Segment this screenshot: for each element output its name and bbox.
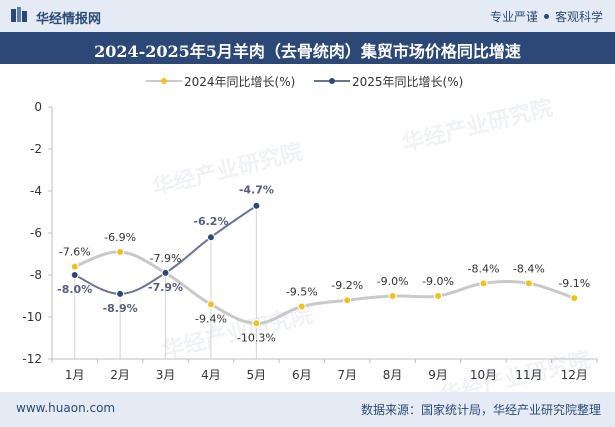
footer-source: 数据来源：国家统计局，华经产业研究院整理 xyxy=(360,403,601,417)
series-line-2024 xyxy=(74,250,575,325)
point-2025 xyxy=(252,201,261,210)
point-2025 xyxy=(206,233,215,242)
legend-swatch-2025 xyxy=(314,78,350,84)
chart-title: 2024-2025年5月羊肉（去骨统肉）集贸市场价格同比增速 xyxy=(94,42,521,61)
x-tick-label: 6月 xyxy=(292,368,312,382)
data-label-2024: -9.5% xyxy=(286,286,318,299)
data-label-2024: -9.1% xyxy=(558,277,590,290)
data-label-2024: -9.4% xyxy=(195,312,227,325)
top-bar: 华经情报网 专业严谨 客观科学 xyxy=(0,0,615,32)
data-label-2024: -7.6% xyxy=(59,246,91,259)
point-2024 xyxy=(116,247,125,256)
x-tick-label: 4月 xyxy=(201,368,221,382)
point-2025 xyxy=(116,289,125,298)
y-tick-label: -8 xyxy=(30,268,42,282)
point-2024 xyxy=(570,294,579,303)
tagline-right: 客观科学 xyxy=(554,10,603,24)
point-2024 xyxy=(524,279,533,288)
tagline-left: 专业严谨 xyxy=(489,10,538,24)
data-label-2024: -8.4% xyxy=(513,262,545,275)
data-label-2024: -9.2% xyxy=(331,279,363,292)
line-chart: 0 -2 -4 -6 -8 -10 -12 1月 2月 3月 4月 5月 6月 7月 8月 9月 10月 11月 1… xyxy=(22,100,598,382)
legend-label-2025: 2025年同比增长(%) xyxy=(352,75,464,89)
data-label-2025: -8.0% xyxy=(57,283,92,296)
brand-name: 华经情报网 xyxy=(36,12,102,27)
point-2024 xyxy=(388,292,397,300)
y-tick-label: -2 xyxy=(30,142,42,156)
point-2025 xyxy=(161,268,170,277)
y-tick-label: 0 xyxy=(34,100,42,114)
data-label-2024: -8.4% xyxy=(467,262,499,275)
data-label-2024: -9.0% xyxy=(377,275,409,288)
data-label-2025: -8.9% xyxy=(103,302,138,315)
data-label-2024: -7.9% xyxy=(150,252,182,265)
point-2024 xyxy=(343,296,352,305)
footer-site: www.huaon.com xyxy=(16,401,116,415)
x-tick-label: 9月 xyxy=(428,368,448,382)
x-tick-label: 7月 xyxy=(337,368,357,382)
legend-swatch-2024 xyxy=(146,78,182,84)
y-tick-label: -12 xyxy=(22,352,42,366)
point-2024 xyxy=(70,262,79,271)
x-tick-label: 11月 xyxy=(515,368,542,382)
point-2024 xyxy=(206,300,215,309)
point-2024 xyxy=(252,319,261,328)
data-label-2024: -9.0% xyxy=(422,275,454,288)
x-tick-label: 3月 xyxy=(156,368,176,382)
data-label-2024: -6.9% xyxy=(104,231,136,244)
footer-bar: www.huaon.com 数据来源：国家统计局，华经产业研究院整理 xyxy=(0,392,615,427)
point-2025 xyxy=(70,271,79,279)
point-2024 xyxy=(434,292,443,300)
chart-legend: 2024年同比增长(%) 2025年同比增长(%) xyxy=(0,73,615,91)
x-tick-label: 5月 xyxy=(247,368,267,382)
legend-label-2024: 2024年同比增长(%) xyxy=(184,75,296,89)
y-tick-label: -10 xyxy=(22,310,42,324)
x-tick-label: 10月 xyxy=(470,368,497,382)
x-tick-label: 2月 xyxy=(110,368,130,382)
huajing-logo-icon xyxy=(11,7,27,22)
tagline-dot-icon xyxy=(543,14,549,19)
x-tick-label: 8月 xyxy=(383,368,403,382)
point-2024 xyxy=(479,279,488,288)
data-label-2025: -4.7% xyxy=(239,184,274,197)
tagline: 专业严谨 客观科学 xyxy=(490,8,603,25)
point-2024 xyxy=(297,302,306,311)
y-tick-label: -6 xyxy=(30,226,42,240)
data-label-2025: -6.2% xyxy=(193,215,228,228)
x-tick-label: 12月 xyxy=(561,368,588,382)
data-label-2024: -10.3% xyxy=(237,331,276,344)
y-tick-label: -4 xyxy=(30,184,42,198)
title-bar: 2024-2025年5月羊肉（去骨统肉）集贸市场价格同比增速 xyxy=(0,32,615,64)
x-tick-label: 1月 xyxy=(65,368,85,382)
data-label-2025: -7.9% xyxy=(148,281,183,294)
